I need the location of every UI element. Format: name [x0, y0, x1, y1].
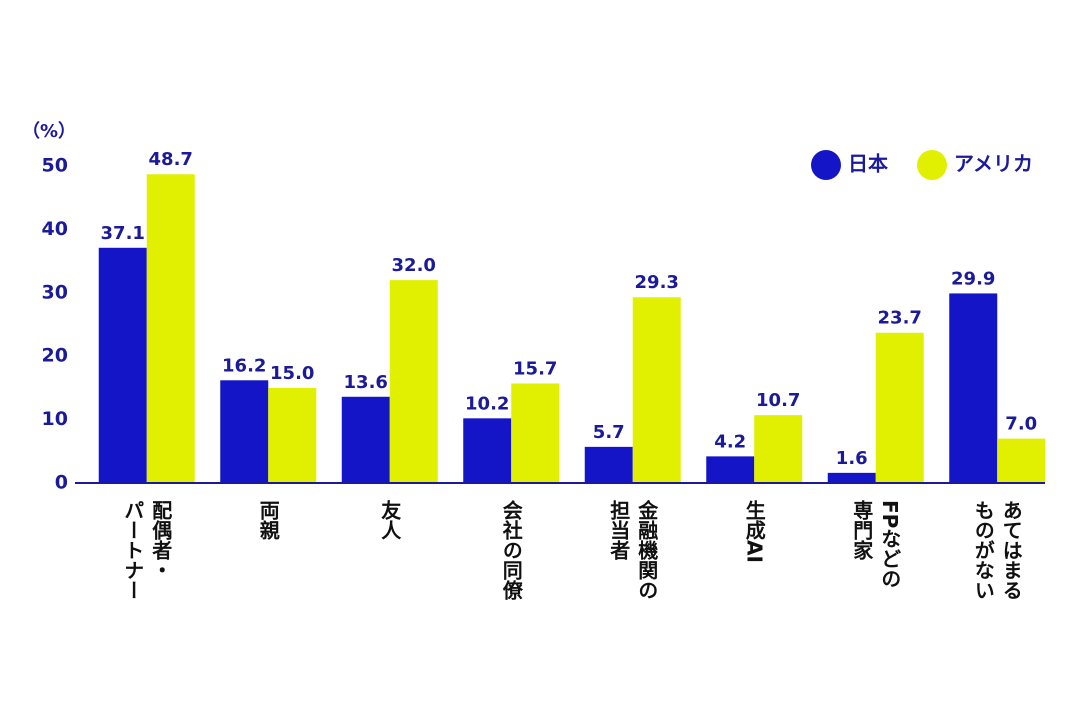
legend-label: アメリカ — [954, 152, 1033, 176]
y-tick-label: 0 — [55, 472, 68, 494]
bar — [98, 247, 147, 483]
bar — [875, 332, 924, 483]
bar — [827, 472, 876, 483]
bar — [706, 456, 755, 483]
legend-label: 日本 — [848, 152, 888, 176]
x-tick-label: 会社の同僚 — [499, 499, 523, 600]
unit-label: （%） — [22, 121, 76, 142]
y-tick-label: 30 — [42, 281, 68, 303]
x-tick-label: 両親 — [256, 500, 280, 541]
y-tick-label: 20 — [42, 345, 68, 367]
bar — [997, 438, 1046, 483]
value-label: 1.6 — [836, 448, 868, 469]
value-label: 16.2 — [222, 355, 266, 376]
x-tick-label: ものがない — [971, 500, 995, 600]
x-tick-label: 友人 — [378, 499, 402, 540]
legend-marker — [917, 150, 947, 180]
bar — [754, 415, 803, 483]
x-tick-label: 金融機関の — [635, 499, 659, 600]
bar — [268, 387, 317, 483]
x-tick-label: 担当者 — [607, 500, 631, 561]
y-tick-label: 10 — [42, 408, 68, 430]
value-label: 32.0 — [392, 255, 436, 276]
x-tick-label: 配偶者・ — [149, 500, 173, 580]
value-label: 4.2 — [714, 431, 746, 452]
value-label: 37.1 — [101, 223, 145, 244]
value-label: 15.7 — [513, 358, 557, 379]
value-label: 13.6 — [344, 372, 388, 393]
y-tick-label: 40 — [42, 218, 68, 240]
x-tick-label: FPなどの — [878, 500, 902, 588]
value-label: 23.7 — [878, 308, 922, 329]
bar — [511, 383, 560, 483]
bar — [584, 446, 633, 483]
value-label: 48.7 — [149, 149, 193, 170]
x-tick-label: あてはまる — [999, 500, 1023, 600]
bar — [146, 174, 195, 483]
value-label: 7.0 — [1005, 414, 1037, 435]
bar — [220, 380, 269, 483]
y-tick-label: 50 — [42, 155, 68, 177]
legend-marker — [811, 150, 841, 180]
value-label: 5.7 — [593, 422, 625, 443]
value-label: 10.2 — [465, 393, 509, 414]
bar — [341, 396, 390, 483]
value-label: 15.0 — [270, 363, 314, 384]
bar — [463, 418, 512, 483]
bar — [632, 297, 681, 483]
x-tick-label: パートナー — [121, 500, 145, 600]
x-tick-label: 生成AI — [742, 500, 766, 563]
bar — [949, 293, 998, 483]
bar — [389, 280, 438, 483]
value-label: 29.9 — [951, 268, 995, 289]
value-label: 29.3 — [635, 272, 679, 293]
x-tick-label: 専門家 — [850, 499, 874, 560]
value-label: 10.7 — [756, 390, 800, 411]
